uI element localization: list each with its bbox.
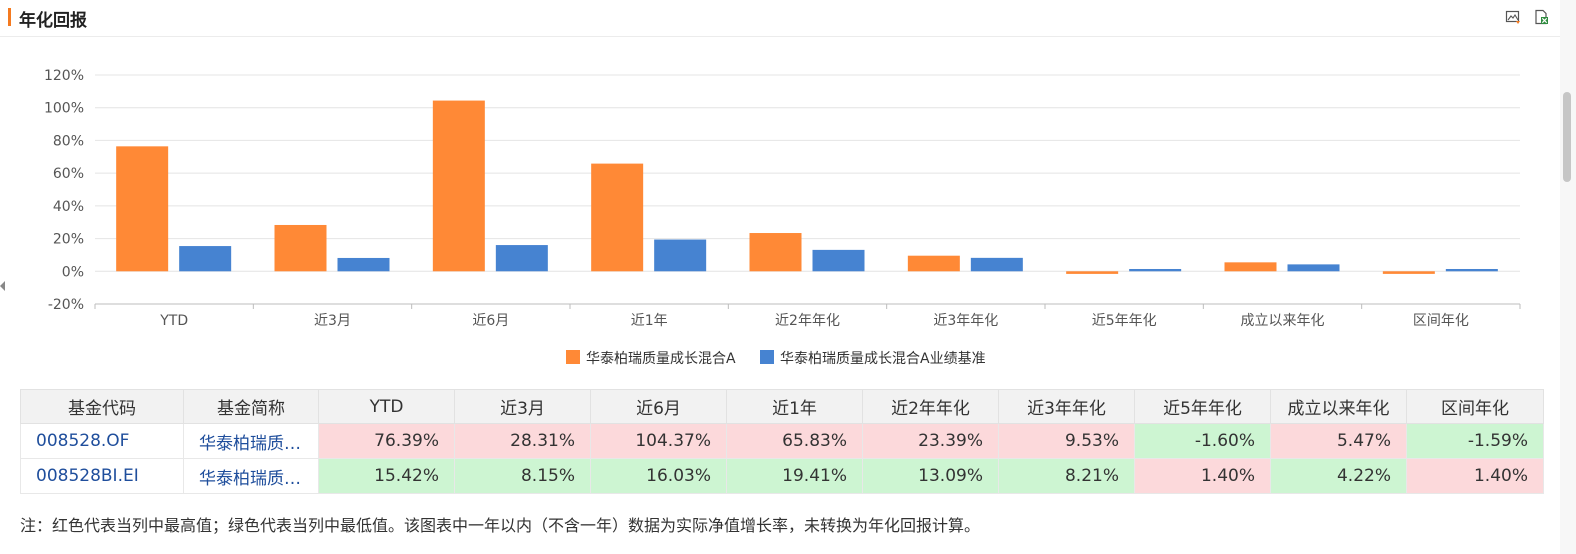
column-header[interactable]: 区间年化 (1406, 389, 1544, 424)
column-header[interactable]: 近2年年化 (862, 389, 999, 424)
return-cell: 104.37% (590, 423, 727, 459)
return-cell: 13.09% (862, 458, 999, 494)
return-cell: 15.42% (318, 458, 455, 494)
return-cell: 76.39% (318, 423, 455, 459)
bar-fund (432, 100, 485, 272)
bar-fund (907, 255, 960, 272)
bar-benchmark (1287, 264, 1340, 272)
bar-benchmark (495, 245, 548, 272)
bar-fund (116, 146, 169, 272)
table-header-row: 基金代码 基金简称 YTD 近3月 近6月 近1年 近2年年化 近3年年化 近5年年化 成立以来年… (20, 389, 1544, 424)
vertical-scrollbar[interactable] (1560, 0, 1576, 554)
return-cell: -1.60% (1134, 423, 1271, 459)
column-header[interactable]: 成立以来年化 (1270, 389, 1407, 424)
legend-label: 华泰柏瑞质量成长混合A (586, 351, 736, 367)
table-body: 008528.OF华泰柏瑞质量成长混合A76.39%28.31%104.37%6… (20, 423, 1544, 494)
return-cell: 28.31% (454, 423, 591, 459)
bar-fund (1066, 271, 1119, 274)
x-tick-label: 区间年化 (1413, 313, 1469, 329)
bar-benchmark (654, 239, 707, 272)
y-tick-label: 120% (44, 68, 84, 84)
panel-title: 年化回报 (19, 11, 87, 31)
column-header[interactable]: 近5年年化 (1134, 389, 1271, 424)
y-tick-label: 100% (44, 101, 84, 117)
export-image-icon[interactable] (1505, 9, 1521, 25)
y-tick-label: 20% (53, 232, 84, 248)
bar-fund (1224, 262, 1277, 272)
bar-fund (591, 163, 644, 272)
fund-name-link[interactable]: 华泰柏瑞质量成长混合A (183, 423, 319, 459)
panel-header: 年化回报 (0, 0, 1560, 37)
footnote: 注：红色代表当列中最高值；绿色代表当列中最低值。该图表中一年以内（不含一年）数据… (20, 516, 981, 535)
x-tick-label: 近6月 (472, 313, 509, 329)
y-tick-label: 60% (53, 166, 84, 182)
y-tick-label: 0% (62, 264, 84, 280)
legend-swatch (566, 350, 580, 364)
export-excel-icon[interactable] (1533, 9, 1549, 25)
returns-table: 基金代码 基金简称 YTD 近3月 近6月 近1年 近2年年化 近3年年化 近5年年化 成立以来年… (20, 389, 1544, 494)
x-tick-label: 近2年年化 (775, 313, 840, 329)
fund-code-link[interactable]: 008528.OF (20, 423, 184, 459)
table-row: 008528.OF华泰柏瑞质量成长混合A76.39%28.31%104.37%6… (20, 423, 1544, 459)
x-tick-label: 近3月 (314, 313, 351, 329)
return-cell: 9.53% (998, 423, 1135, 459)
x-tick-label: YTD (159, 313, 188, 329)
x-tick-label: 成立以来年化 (1241, 313, 1325, 329)
bar-benchmark (970, 257, 1023, 272)
annual-return-chart: 120% 100% 80% 60% 40% 20% 0% -20% YTD 近3月 近6月 近1年 近2… (44, 68, 1521, 367)
return-cell: 16.03% (590, 458, 727, 494)
x-tick-label: 近1年 (631, 313, 668, 329)
column-header[interactable]: YTD (318, 389, 455, 424)
bar-benchmark (1129, 268, 1182, 272)
return-cell: -1.59% (1406, 423, 1544, 459)
bar-benchmark (812, 249, 865, 272)
y-tick-label: 80% (53, 133, 84, 149)
return-cell: 8.21% (998, 458, 1135, 494)
y-tick-label: 40% (53, 199, 84, 215)
bar-fund (274, 224, 327, 272)
table-row: 008528BI.EI华泰柏瑞质量成长混合A业绩基准15.42%8.15%16.… (20, 458, 1544, 494)
return-cell: 4.22% (1270, 458, 1407, 494)
return-cell: 65.83% (726, 423, 863, 459)
column-header[interactable]: 基金简称 (183, 389, 319, 424)
legend-swatch (760, 350, 774, 364)
bar-benchmark (1445, 268, 1498, 272)
bar-benchmark (337, 257, 390, 272)
bar-fund (749, 233, 802, 272)
return-cell: 19.41% (726, 458, 863, 494)
return-cell: 1.40% (1134, 458, 1271, 494)
column-header[interactable]: 近3年年化 (998, 389, 1135, 424)
legend-label: 华泰柏瑞质量成长混合A业绩基准 (780, 350, 986, 367)
fund-name-link[interactable]: 华泰柏瑞质量成长混合A业绩基准 (183, 458, 319, 494)
title-accent-bar (8, 8, 11, 26)
return-cell: 8.15% (454, 458, 591, 494)
collapse-arrow-icon[interactable] (0, 281, 5, 291)
return-cell: 5.47% (1270, 423, 1407, 459)
bar-fund (1382, 271, 1435, 274)
fund-code-link[interactable]: 008528BI.EI (20, 458, 184, 494)
return-cell: 1.40% (1406, 458, 1544, 494)
column-header[interactable]: 近3月 (454, 389, 591, 424)
column-header[interactable]: 基金代码 (20, 389, 184, 424)
scrollbar-thumb[interactable] (1563, 92, 1571, 182)
column-header[interactable]: 近1年 (726, 389, 863, 424)
return-cell: 23.39% (862, 423, 999, 459)
x-tick-label: 近3年年化 (933, 313, 998, 329)
y-tick-label: -20% (48, 297, 84, 313)
column-header[interactable]: 近6月 (590, 389, 727, 424)
bar-benchmark (179, 246, 232, 272)
x-tick-label: 近5年年化 (1092, 313, 1157, 329)
